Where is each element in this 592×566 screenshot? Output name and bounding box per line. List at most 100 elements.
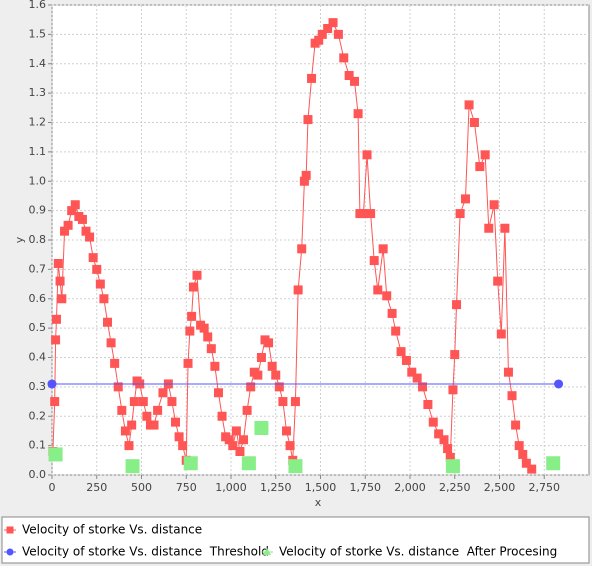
data-point [475, 162, 485, 172]
data-point [199, 323, 209, 333]
data-point [382, 291, 392, 301]
data-point [500, 223, 510, 233]
data-point [256, 353, 266, 362]
data-point [297, 244, 307, 254]
data-point [353, 109, 363, 119]
data-point [158, 388, 168, 398]
data-point [142, 411, 152, 421]
data-point [63, 220, 73, 230]
data-point [203, 332, 213, 342]
data-point [153, 405, 163, 415]
data-point [299, 176, 309, 186]
data-point [55, 276, 65, 286]
data-point [514, 441, 524, 451]
data-point [344, 71, 354, 80]
data-point [369, 256, 379, 266]
data-point [57, 294, 67, 304]
data-point [518, 449, 528, 459]
data-point [185, 326, 195, 336]
data-point [120, 426, 130, 436]
data-point [418, 382, 428, 392]
data-point [350, 76, 360, 86]
data-point [51, 335, 61, 345]
data-point [77, 214, 87, 224]
legend [1, 516, 590, 564]
data-point [285, 441, 295, 451]
data-point [271, 370, 281, 380]
data-point [288, 459, 303, 474]
legend-text: Velocity of storke Vs. distance After Pr… [279, 545, 557, 559]
data-point [455, 209, 465, 219]
data-point [378, 244, 388, 254]
data-point [469, 118, 479, 127]
y-tick-label: 0.3 [29, 380, 47, 393]
y-tick-label: 1.4 [29, 57, 47, 70]
data-point [246, 382, 256, 392]
data-point [53, 259, 63, 268]
data-point [224, 435, 234, 445]
data-point [521, 458, 531, 468]
data-point [450, 350, 460, 360]
data-point [293, 285, 303, 295]
data-point [460, 194, 470, 204]
data-point [445, 459, 460, 474]
data-point [281, 426, 291, 436]
data-point [489, 200, 499, 210]
y-tick-label: 1.5 [29, 27, 47, 40]
x-tick-label: 2,500 [484, 481, 516, 494]
data-point [149, 420, 159, 430]
x-tick-label: 2,000 [394, 481, 426, 494]
data-point [480, 150, 490, 160]
legend-marker [6, 548, 14, 556]
data-point [323, 24, 333, 33]
data-point [493, 276, 503, 286]
data-point [178, 441, 188, 451]
data-point [511, 420, 521, 430]
data-point [448, 385, 458, 395]
data-point [496, 329, 506, 339]
data-point [362, 150, 372, 160]
data-point [235, 447, 245, 456]
data-point [187, 311, 197, 321]
data-point [239, 435, 249, 445]
data-point [428, 417, 438, 427]
data-point [554, 379, 564, 389]
data-point [423, 400, 433, 409]
data-point [527, 464, 537, 474]
data-point [106, 338, 116, 348]
data-point [333, 29, 343, 39]
data-point [464, 100, 474, 110]
x-tick-label: 1,750 [350, 481, 382, 494]
data-point [102, 317, 112, 327]
data-point [48, 447, 63, 462]
data-point [192, 270, 202, 280]
x-tick-label: 1,250 [260, 481, 292, 494]
data-point [503, 367, 513, 377]
x-tick-label: 1,500 [305, 481, 337, 494]
data-point [183, 358, 193, 368]
data-point [210, 361, 220, 371]
y-tick-label: 0.7 [29, 262, 47, 275]
legend-text: Velocity of storke Vs. distance [22, 523, 202, 537]
data-point [99, 294, 109, 304]
data-point [443, 444, 453, 454]
data-point [452, 300, 462, 310]
data-point [113, 382, 123, 392]
data-point [117, 405, 127, 415]
data-point [274, 382, 284, 392]
data-point [206, 344, 216, 354]
data-point [81, 226, 91, 236]
data-point [110, 358, 120, 368]
y-tick-label: 0.4 [29, 351, 47, 364]
y-axis-label: y [13, 236, 26, 243]
data-point [339, 53, 349, 63]
x-tick-label: 2,250 [439, 481, 471, 494]
data-point [328, 18, 338, 28]
y-tick-label: 1.1 [29, 145, 47, 158]
data-point [228, 441, 238, 451]
data-point [301, 170, 311, 180]
data-point [387, 308, 397, 318]
y-tick-label: 0.6 [29, 292, 47, 305]
y-tick-label: 0.1 [29, 439, 47, 452]
data-point [484, 223, 494, 233]
